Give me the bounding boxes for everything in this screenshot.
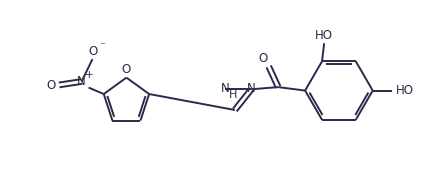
Text: HO: HO	[315, 29, 332, 42]
Text: N: N	[77, 75, 86, 88]
Text: N: N	[247, 82, 255, 95]
Text: N: N	[220, 82, 229, 95]
Text: HO: HO	[395, 84, 412, 97]
Text: O: O	[258, 52, 267, 65]
Text: ⁻: ⁻	[99, 41, 105, 51]
Text: +: +	[85, 70, 94, 80]
Text: O: O	[121, 63, 130, 76]
Text: O: O	[46, 79, 56, 92]
Text: O: O	[89, 45, 98, 58]
Text: H: H	[228, 90, 237, 100]
